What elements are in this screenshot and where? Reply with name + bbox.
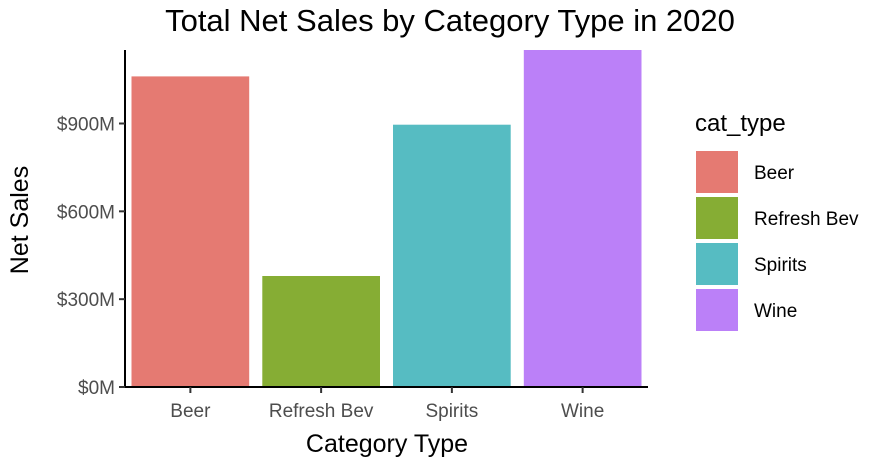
chart-title: Total Net Sales by Category Type in 2020: [165, 3, 735, 38]
legend-label: Beer: [754, 163, 795, 184]
x-tick-label: Wine: [561, 401, 604, 422]
y-tick-label: $600M: [57, 202, 115, 223]
legend-swatch: [696, 151, 738, 193]
x-tick-label: Beer: [170, 401, 211, 422]
x-tick-label: Refresh Bev: [269, 401, 374, 422]
bar-refresh-bev: [262, 276, 380, 387]
legend-title: cat_type: [695, 110, 786, 137]
bar-beer: [131, 76, 250, 388]
bar-wine: [523, 50, 642, 387]
x-tick-label: Spirits: [425, 401, 478, 422]
legend: cat_type Beer Refresh Bev Spirits Wine: [695, 110, 859, 331]
y-tick-label: $0M: [78, 378, 115, 399]
legend-swatch: [696, 197, 738, 239]
legend-label: Wine: [754, 301, 797, 322]
bar-spirits: [393, 124, 511, 387]
y-tick-label: $900M: [57, 114, 115, 135]
x-axis-title: Category Type: [306, 430, 468, 458]
plot-area: $0M $300M $600M $900M Beer Refresh Bev Spirits…: [57, 50, 648, 422]
legend-swatch: [696, 243, 738, 285]
y-tick-label: $300M: [57, 290, 115, 311]
legend-swatch: [696, 289, 738, 331]
legend-label: Refresh Bev: [754, 209, 859, 230]
legend-label: Spirits: [754, 255, 807, 276]
y-axis-title: Net Sales: [6, 166, 34, 274]
